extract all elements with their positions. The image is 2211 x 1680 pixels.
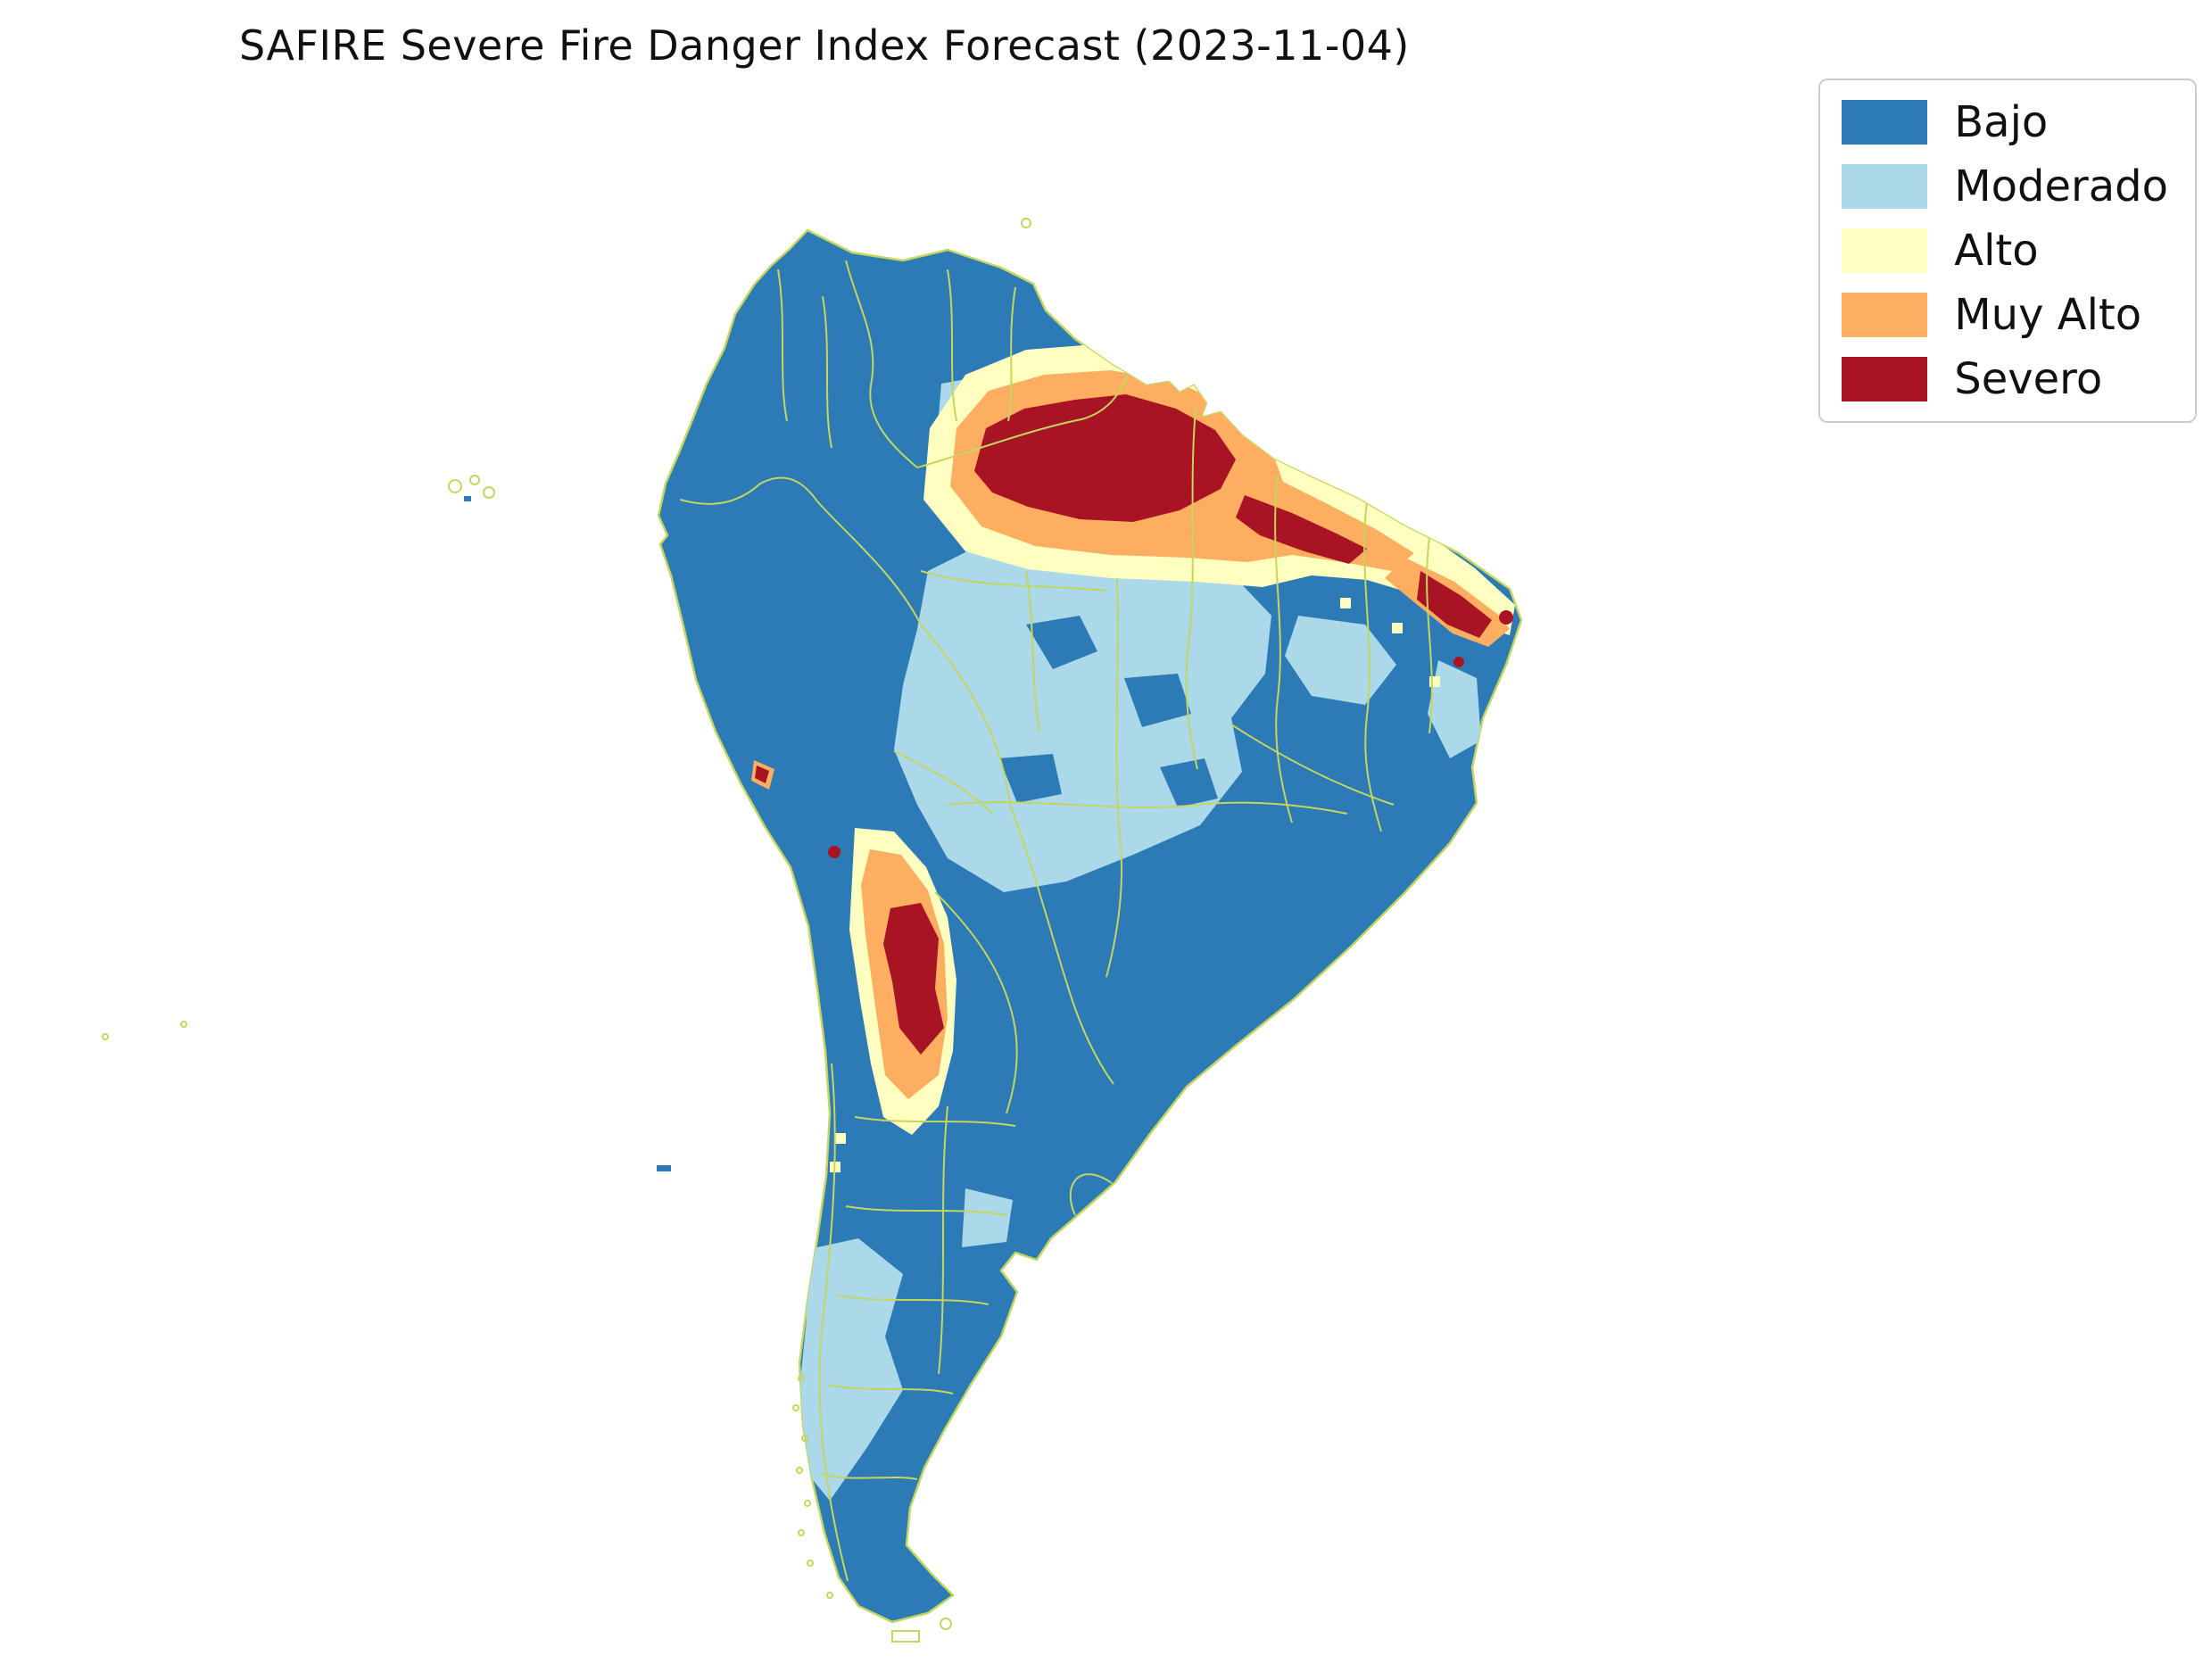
legend-item-moderado: Moderado xyxy=(1842,164,2168,209)
legend-item-severo: Severo xyxy=(1842,357,2168,401)
island-fill-specks xyxy=(464,496,671,1171)
legend-swatch-severo xyxy=(1842,357,1928,401)
legend-label-muy-alto: Muy Alto xyxy=(1954,290,2142,340)
legend-label-alto: Alto xyxy=(1954,226,2039,276)
legend-item-bajo: Bajo xyxy=(1842,100,2168,145)
admin-boundaries xyxy=(679,260,1433,1582)
legend-item-alto: Alto xyxy=(1842,228,2168,273)
bajo-texture-patches xyxy=(999,616,1218,807)
legend-label-bajo: Bajo xyxy=(1954,97,2049,147)
legend-label-moderado: Moderado xyxy=(1954,161,2168,211)
legend-label-severo: Severo xyxy=(1954,354,2103,404)
severo-regions xyxy=(755,394,1513,1055)
legend-swatch-moderado xyxy=(1842,164,1928,209)
legend-swatch-bajo xyxy=(1842,100,1928,145)
islands xyxy=(102,218,1031,1643)
legend-swatch-muy-alto xyxy=(1842,293,1928,337)
legend: Bajo Moderado Alto Muy Alto Severo xyxy=(1818,79,2197,423)
legend-item-muy-alto: Muy Alto xyxy=(1842,293,2168,337)
figure-title: SAFIRE Severe Fire Danger Index Forecast… xyxy=(239,21,1410,70)
legend-swatch-alto xyxy=(1842,228,1928,273)
